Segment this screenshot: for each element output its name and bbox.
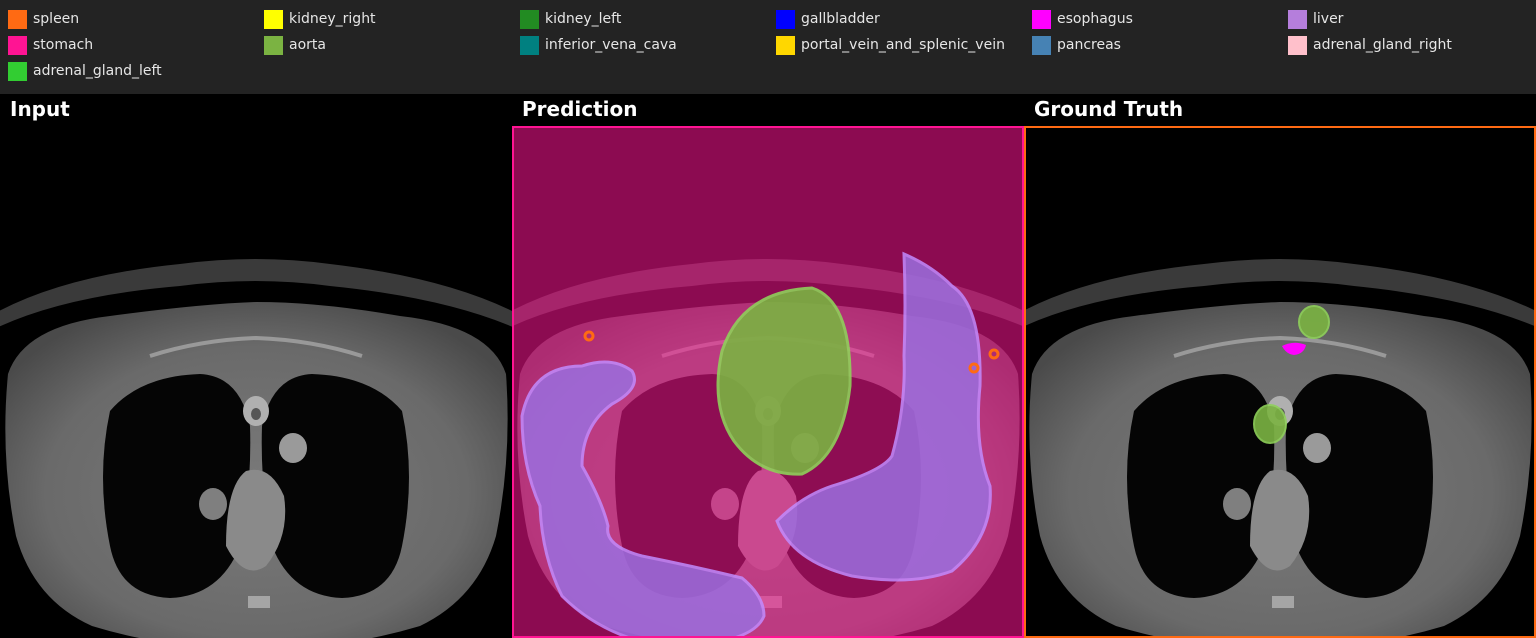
legend-swatch <box>8 61 27 81</box>
input-title: Input <box>10 97 70 121</box>
aorta-mask <box>716 286 852 476</box>
legend-label: gallbladder <box>801 11 880 27</box>
legend-swatch <box>1032 35 1051 55</box>
legend-label: pancreas <box>1057 37 1121 53</box>
legend-label: adrenal_gland_left <box>33 63 162 79</box>
legend-label: liver <box>1313 11 1344 27</box>
legend-swatch <box>8 35 27 55</box>
legend-swatch <box>8 9 27 29</box>
legend-item-adrenal-gland-right: adrenal_gland_right <box>1288 35 1452 55</box>
legend-label: aorta <box>289 37 326 53</box>
legend-item-pancreas: pancreas <box>1032 35 1121 55</box>
legend-item-kidney-left: kidney_left <box>520 9 621 29</box>
input-panel <box>0 126 512 638</box>
spleen-mask <box>583 330 595 342</box>
legend-swatch <box>520 9 539 29</box>
legend-item-adrenal-gland-left: adrenal_gland_left <box>8 61 162 81</box>
legend-item-spleen: spleen <box>8 9 79 29</box>
legend-label: kidney_left <box>545 11 622 27</box>
legend-label: stomach <box>33 37 94 53</box>
input-ct-image <box>0 257 512 638</box>
legend-swatch <box>776 35 795 55</box>
legend-item-esophagus: esophagus <box>1032 9 1133 29</box>
spleen-mask-2 <box>968 362 980 374</box>
ground-truth-title: Ground Truth <box>1034 97 1184 121</box>
esophagus-mask <box>1282 342 1306 355</box>
legend-item-portal-vein-and-splenic-vein: portal_vein_and_splenic_vein <box>776 35 1005 55</box>
liver-mask-right <box>775 251 992 582</box>
aorta-mask-descending <box>1253 404 1287 444</box>
legend-item-liver: liver <box>1288 9 1343 29</box>
legend-item-aorta: aorta <box>264 35 326 55</box>
legend-item-inferior-vena-cava: inferior_vena_cava <box>520 35 677 55</box>
spleen-mask-3 <box>988 348 1000 360</box>
legend-swatch <box>1288 9 1307 29</box>
ground-truth-panel <box>1024 126 1536 638</box>
legend-swatch <box>520 35 539 55</box>
legend-label: adrenal_gland_right <box>1313 37 1452 53</box>
legend-swatch <box>776 9 795 29</box>
legend-label: spleen <box>33 11 80 27</box>
legend-label: kidney_right <box>289 11 376 27</box>
legend-swatch <box>264 35 283 55</box>
legend-label: portal_vein_and_splenic_vein <box>801 37 1005 53</box>
legend-item-gallbladder: gallbladder <box>776 9 880 29</box>
ground-truth-image <box>1026 257 1534 636</box>
prediction-title: Prediction <box>522 97 638 121</box>
prediction-panel <box>512 126 1024 638</box>
legend-item-stomach: stomach <box>8 35 93 55</box>
legend-swatch <box>264 9 283 29</box>
legend-swatch <box>1032 9 1051 29</box>
legend-swatch <box>1288 35 1307 55</box>
aorta-mask <box>1298 305 1330 339</box>
prediction-image <box>514 128 1022 636</box>
legend: spleen kidney_right kidney_left gallblad… <box>0 0 1536 94</box>
legend-item-kidney-right: kidney_right <box>264 9 376 29</box>
liver-mask <box>520 360 766 636</box>
legend-label: inferior_vena_cava <box>545 37 677 53</box>
legend-label: esophagus <box>1057 11 1133 27</box>
